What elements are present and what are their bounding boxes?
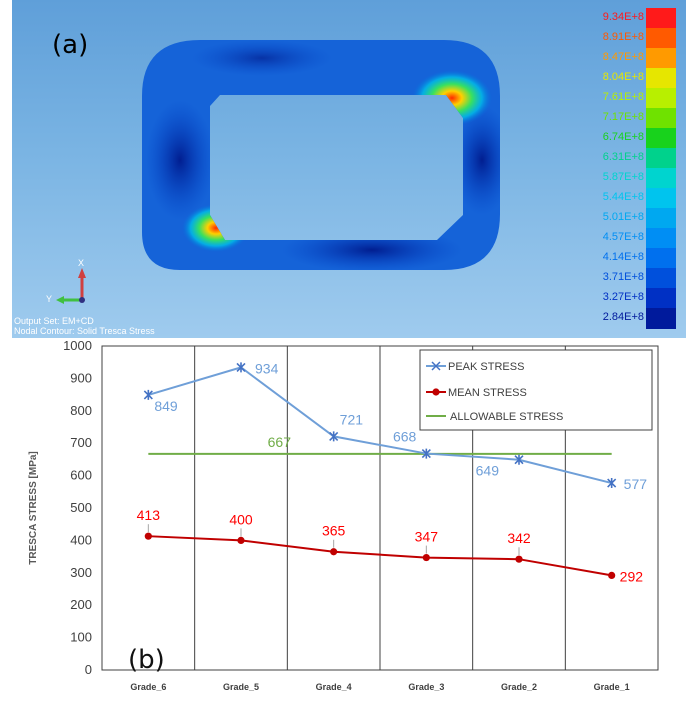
mean-stress-marker	[237, 536, 245, 544]
legend-label-peak: PEAK STRESS	[448, 361, 524, 373]
panel-label-b: (b)	[128, 645, 165, 675]
colorbar-segment	[646, 88, 676, 109]
colorbar-label: 2.84E+8	[602, 311, 644, 323]
y-tick-label: 1000	[63, 338, 92, 353]
x-tick-label: Grade_4	[316, 682, 352, 692]
y-tick-label: 300	[70, 565, 92, 580]
fem-ring	[142, 40, 500, 270]
colorbar-segment	[646, 148, 676, 169]
legend-marker-mean	[432, 388, 440, 396]
y-tick-label: 500	[70, 500, 92, 515]
y-tick-label: 200	[70, 597, 92, 612]
colorbar-segment	[646, 68, 676, 89]
x-tick-label: Grade_1	[594, 682, 630, 692]
colorbar-segment	[646, 208, 676, 229]
mean-stress-marker	[515, 555, 523, 563]
y-tick-label: 900	[70, 370, 92, 385]
data-label-peak: 577	[624, 476, 648, 492]
fem-contour-panel: (a) X Y Output Set: EM+CD Nodal Contour:…	[12, 0, 686, 338]
colorbar-segment	[646, 108, 676, 129]
axis-label-x: X	[78, 258, 85, 268]
colorbar-label: 8.04E+8	[602, 71, 644, 83]
contour-caption: Nodal Contour: Solid Tresca Stress	[14, 326, 155, 336]
panel-label-a: (a)	[52, 30, 89, 60]
colorbar-segment	[646, 8, 676, 29]
colorbar-label: 3.71E+8	[602, 271, 644, 283]
data-label-peak: 721	[340, 411, 364, 427]
colorbar-label: 7.17E+8	[602, 111, 644, 123]
colorbar-label: 8.47E+8	[602, 51, 644, 63]
colorbar-label: 5.44E+8	[602, 191, 644, 203]
legend-marker-peak	[431, 361, 441, 371]
output-set-caption: Output Set: EM+CD	[14, 316, 94, 326]
data-label-mean: 292	[620, 568, 644, 584]
data-label-mean: 400	[229, 511, 253, 527]
series-line-peak-stress	[148, 366, 612, 485]
data-label-mean: 342	[507, 530, 531, 546]
y-tick-label: 700	[70, 435, 92, 450]
data-label-mean: 347	[415, 529, 439, 545]
x-tick-label: Grade_2	[501, 682, 537, 692]
mean-stress-marker	[422, 553, 430, 562]
y-axis-label: TRESCA STRESS [MPa]	[28, 451, 39, 565]
colorbar-label: 4.14E+8	[602, 251, 644, 263]
y-tick-label: 0	[85, 662, 92, 677]
colorbar-segment	[646, 288, 676, 309]
colorbar-segment	[646, 48, 676, 69]
y-tick-label: 800	[70, 403, 92, 418]
mean-stress-marker	[330, 548, 338, 556]
mean-stress-marker	[144, 532, 152, 540]
data-label-allowable: 667	[268, 434, 292, 450]
series-line-mean-stress	[148, 535, 612, 577]
peak-stress-marker	[236, 362, 246, 373]
data-label-mean: 365	[322, 523, 346, 539]
stress-line-chart: 0 100 200 300 400 500 600 700 800 900 1000 Grade_6 G…	[28, 338, 659, 692]
colorbar-label: 9.34E+8	[602, 11, 644, 23]
colorbar-label: 3.27E+8	[602, 291, 644, 303]
y-tick-label: 100	[70, 630, 92, 645]
x-tick-label: Grade_5	[223, 682, 259, 692]
peak-stress-marker	[421, 448, 431, 459]
axis-label-y: Y	[46, 294, 53, 304]
colorbar-segment	[646, 268, 676, 289]
data-label-peak: 668	[393, 429, 417, 445]
colorbar-label: 6.74E+8	[602, 131, 644, 143]
colorbar-label: 4.57E+8	[602, 231, 644, 243]
y-tick-label: 400	[70, 532, 92, 547]
y-tick-label: 600	[70, 468, 92, 483]
colorbar-label: 6.31E+8	[602, 151, 644, 163]
fem-contour-plot	[56, 40, 500, 304]
legend-label-mean: MEAN STRESS	[448, 387, 527, 399]
colorbar-labels: 9.34E+8 8.91E+8 8.47E+8 8.04E+8 7.61E+8 7.17E…	[12, 0, 686, 338]
legend-label-allowable: ALLOWABLE STRESS	[450, 411, 563, 423]
data-label-peak: 849	[154, 398, 178, 414]
mean-stress-marker	[608, 571, 616, 579]
data-label-peak: 934	[255, 360, 279, 376]
colorbar-segment	[646, 168, 676, 189]
peak-stress-marker	[143, 389, 153, 400]
colorbar-segment	[646, 128, 676, 149]
legend-box	[419, 349, 653, 431]
stress-chart-panel: 0 100 200 300 400 500 600 700 800 900 1000 Grade_6 G…	[0, 338, 686, 717]
colorbar-label: 7.61E+8	[602, 91, 644, 103]
x-tick-label: Grade_3	[408, 682, 444, 692]
x-tick-label: Grade_6	[130, 682, 166, 692]
colorbar-segment	[646, 248, 676, 269]
peak-stress-marker	[607, 478, 617, 489]
data-label-peak: 649	[476, 463, 500, 479]
peak-stress-marker	[329, 431, 339, 442]
colorbar-segment	[646, 28, 676, 49]
peak-stress-marker	[514, 454, 524, 465]
colorbar-label: 5.01E+8	[602, 211, 644, 223]
colorbar	[646, 8, 676, 329]
data-label-mean: 413	[137, 507, 161, 523]
colorbar-label: 5.87E+8	[602, 171, 644, 183]
colorbar-segment	[646, 308, 676, 329]
colorbar-label: 8.91E+8	[602, 31, 644, 43]
colorbar-segment	[646, 188, 676, 209]
colorbar-segment	[646, 228, 676, 249]
